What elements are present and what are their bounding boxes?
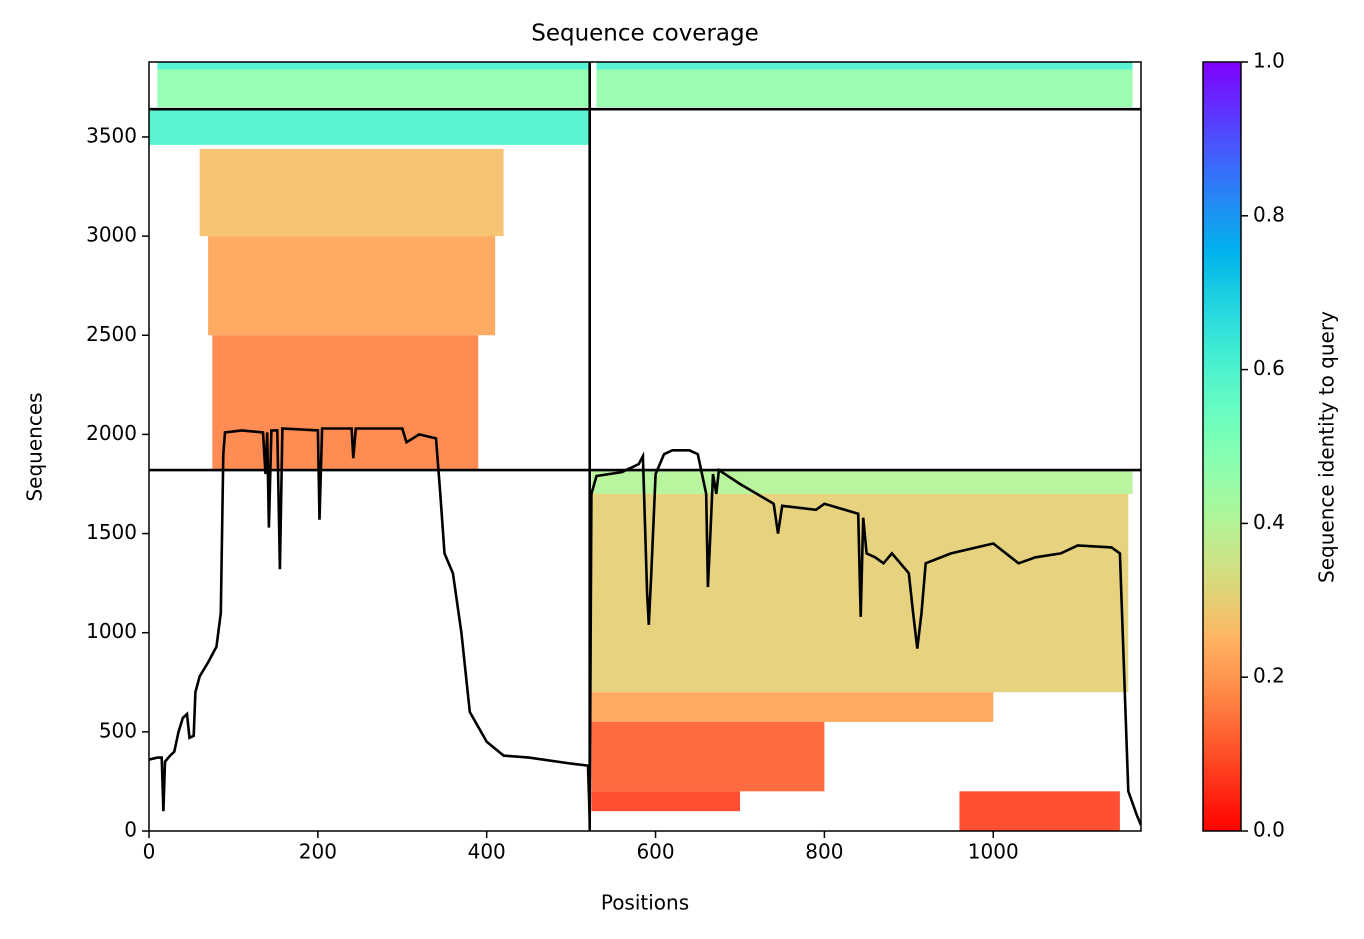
x-tick-label: 200 <box>299 840 337 864</box>
x-tick-label: 800 <box>805 840 843 864</box>
x-tick-label: 1000 <box>968 840 1019 864</box>
colorbar-label: Sequence identity to query <box>1315 311 1339 583</box>
colorbar-tick-label: 0.4 <box>1253 510 1285 534</box>
x-tick-label: 400 <box>468 840 506 864</box>
y-tick-label: 1000 <box>86 619 137 643</box>
chart-title: Sequence coverage <box>531 21 759 47</box>
coverage-block <box>596 69 1133 108</box>
colorbar-tick-label: 0.2 <box>1253 664 1285 688</box>
plot-frame <box>148 61 1142 832</box>
colorbar <box>1202 61 1242 832</box>
y-tick-label: 3000 <box>86 223 137 247</box>
x-tick-label: 0 <box>143 840 156 864</box>
y-tick-label: 1500 <box>86 520 137 544</box>
x-axis-label: Positions <box>601 891 689 915</box>
coverage-block <box>208 236 496 336</box>
colorbar-tick-label: 1.0 <box>1253 49 1285 73</box>
colorbar-tick-label: 0.6 <box>1253 356 1285 380</box>
coverage-block <box>596 62 1133 70</box>
coverage-block <box>149 109 590 145</box>
coverage-block <box>157 69 590 108</box>
y-tick-label: 2500 <box>86 322 137 346</box>
y-tick-label: 3500 <box>86 123 137 147</box>
y-tick-label: 2000 <box>86 421 137 445</box>
coverage-block <box>591 721 825 792</box>
colorbar-tick-label: 0.0 <box>1253 818 1285 842</box>
coverage-block <box>959 791 1120 831</box>
y-axis-label: Sequences <box>23 392 47 501</box>
x-tick-label: 600 <box>636 840 674 864</box>
y-tick-label: 0 <box>124 818 137 842</box>
coverage-block <box>212 335 479 471</box>
coverage-block <box>591 470 1133 494</box>
coverage-block <box>591 791 740 812</box>
colorbar-tick-label: 0.8 <box>1253 202 1285 226</box>
y-tick-label: 500 <box>99 718 137 742</box>
coverage-block <box>199 148 504 237</box>
coverage-block <box>157 62 590 70</box>
coverage-block <box>591 692 994 722</box>
